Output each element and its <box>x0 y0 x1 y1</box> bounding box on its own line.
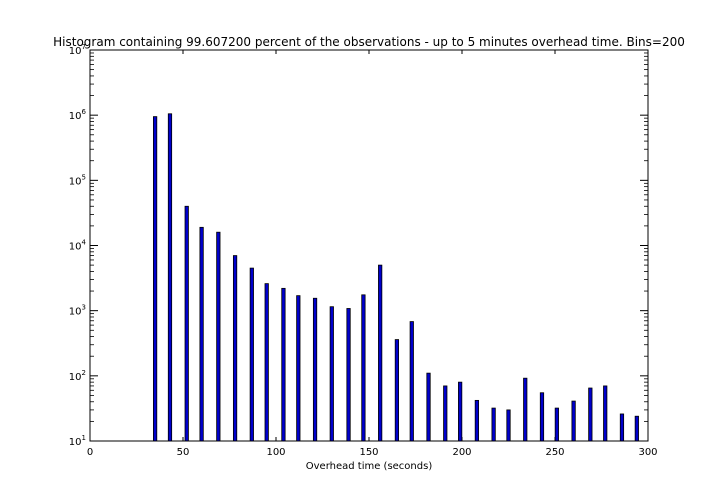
histogram-bar <box>474 399 479 442</box>
x-tick-label: 150 <box>359 447 378 458</box>
histogram-bar <box>199 226 204 442</box>
histogram-bar <box>184 205 189 442</box>
histogram-bar <box>264 283 269 442</box>
x-tick-label: 200 <box>452 447 471 458</box>
histogram-bar <box>346 308 351 442</box>
x-tick-label: 300 <box>638 447 657 458</box>
y-tick-label: 106 <box>69 108 87 122</box>
histogram-bar <box>523 377 528 442</box>
histogram-bar <box>249 267 254 442</box>
histogram-bar <box>588 387 593 442</box>
y-tick-label: 107 <box>69 43 86 57</box>
y-tick-label: 105 <box>69 173 86 187</box>
y-tick-label: 103 <box>69 304 86 318</box>
histogram-bar <box>539 392 545 442</box>
histogram-bar <box>458 381 463 442</box>
histogram-bar <box>329 306 334 442</box>
histogram-bar <box>619 413 625 442</box>
histogram-bar <box>409 321 414 442</box>
y-tick-label: 102 <box>69 369 86 383</box>
histogram-bar <box>312 297 318 442</box>
plot-area <box>90 50 648 441</box>
histogram-bar <box>506 409 511 442</box>
chart-title: Histogram containing 99.607200 percent o… <box>53 35 685 49</box>
histogram-bar <box>443 385 448 442</box>
x-tick-label: 100 <box>266 447 285 458</box>
histogram-bar <box>603 385 608 442</box>
histogram-bar <box>216 231 221 442</box>
histogram-bar <box>554 407 559 442</box>
x-tick-label: 50 <box>177 447 190 458</box>
y-tick-label: 101 <box>69 434 86 448</box>
histogram-bar <box>152 116 158 442</box>
histogram-bar <box>378 264 383 442</box>
x-tick-label: 0 <box>87 447 93 458</box>
histogram-bar <box>394 339 400 442</box>
histogram-bar <box>361 294 366 442</box>
histogram-bar <box>491 407 496 442</box>
histogram-bar <box>167 113 173 442</box>
y-tick-label: 104 <box>69 239 87 253</box>
plot-frame <box>89 49 649 442</box>
axes-group: 0 50 100 150 200 250 300 101 102 103 104 105 106 107 <box>69 43 658 458</box>
histogram-bar <box>296 295 301 442</box>
histogram-bar <box>281 287 286 442</box>
histogram-bar <box>232 255 238 442</box>
histogram-bar <box>634 415 639 442</box>
histogram-bar <box>571 400 576 442</box>
histogram-bar <box>426 372 431 442</box>
x-tick-label: 250 <box>545 447 564 458</box>
x-axis-label: Overhead time (seconds) <box>306 461 433 472</box>
